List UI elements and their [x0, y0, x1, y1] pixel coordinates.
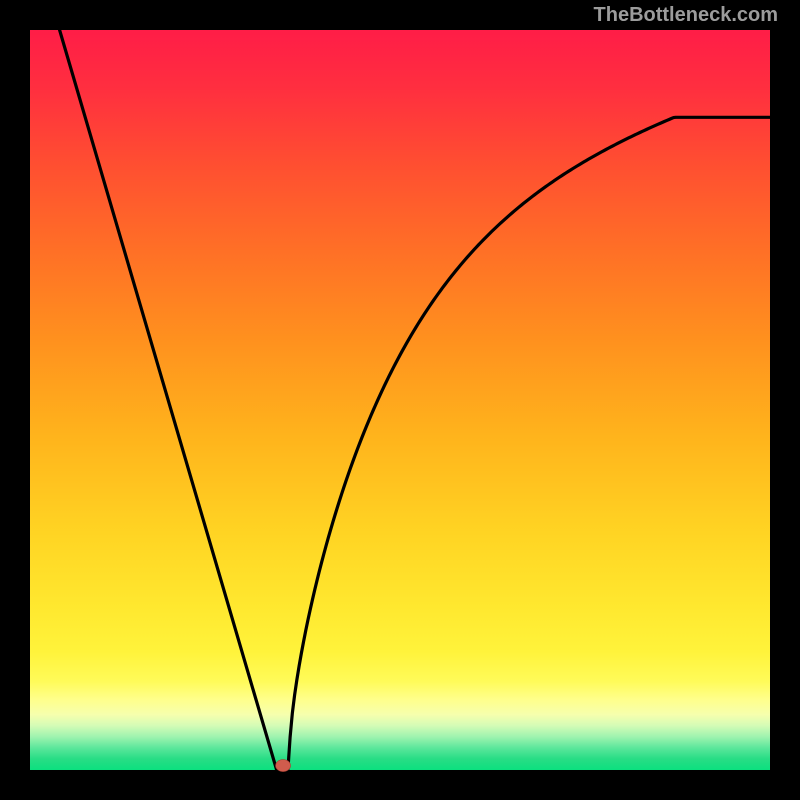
- watermark-text: TheBottleneck.com: [594, 4, 778, 27]
- stage: TheBottleneck.com: [0, 0, 800, 800]
- plot-background: [30, 30, 770, 770]
- bottleneck-chart: [0, 0, 800, 800]
- bottleneck-marker: [276, 760, 291, 772]
